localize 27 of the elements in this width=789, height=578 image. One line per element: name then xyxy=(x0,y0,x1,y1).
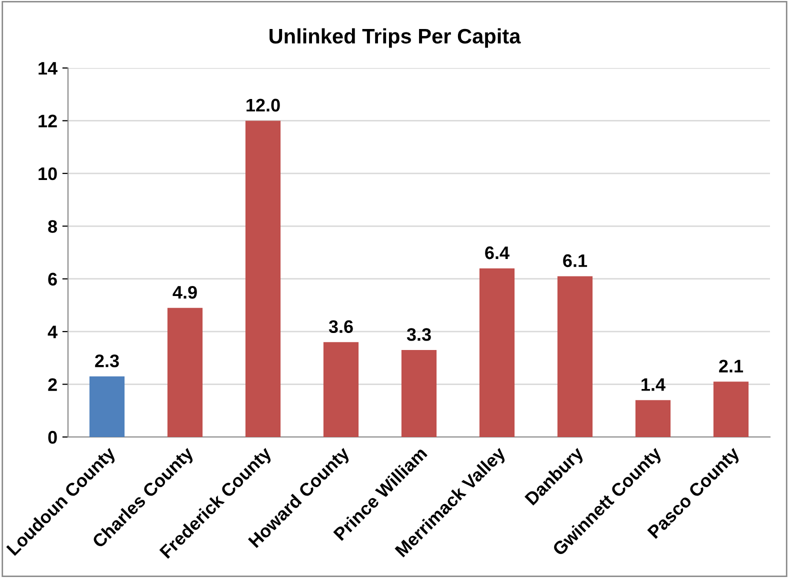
bar xyxy=(713,382,749,437)
y-tick-label: 0 xyxy=(48,430,57,444)
y-tick-label: 10 xyxy=(38,167,57,180)
data-label: 2.3 xyxy=(95,354,119,368)
y-tick-label: 4 xyxy=(48,326,58,338)
data-label: 1.4 xyxy=(642,378,666,391)
y-tick-label: 12 xyxy=(38,114,57,128)
bar xyxy=(89,376,125,437)
y-tick-label: 14 xyxy=(38,62,58,75)
chart-title: Unlinked Trips Per Capita xyxy=(270,28,521,48)
data-label: 4.9 xyxy=(172,286,197,299)
y-tick-label: 6 xyxy=(48,272,57,286)
y-tick-label: 2 xyxy=(48,378,57,391)
bar xyxy=(245,120,281,437)
bar xyxy=(401,350,437,437)
bar xyxy=(167,308,203,437)
data-label: 12.0 xyxy=(246,98,280,112)
data-label: 3.3 xyxy=(406,328,431,341)
data-label: 6.1 xyxy=(563,254,588,268)
data-label: 3.6 xyxy=(328,320,353,334)
data-label: 6.4 xyxy=(485,246,510,260)
y-tick-label: 8 xyxy=(48,220,58,233)
data-label: 2.1 xyxy=(719,360,744,372)
bar xyxy=(557,276,593,437)
bar xyxy=(323,342,359,437)
bar xyxy=(635,400,671,437)
bar xyxy=(479,268,515,437)
